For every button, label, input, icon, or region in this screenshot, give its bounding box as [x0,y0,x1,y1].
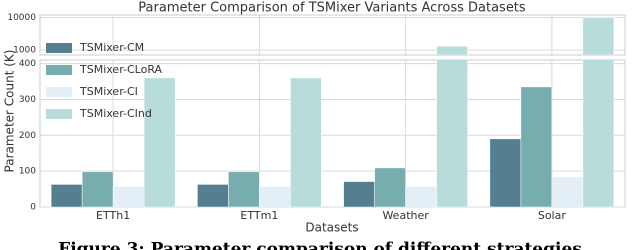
bar [436,46,468,55]
caption: Figure 3: Parameter comparison of differ… [58,240,582,250]
bar [551,176,584,207]
x-axis-label: Datasets [305,221,358,235]
y-axis-label: Parameter Count (K) [3,50,17,173]
x-tick-label: ETTh1 [96,209,130,222]
bar [436,60,468,207]
bar [582,60,615,207]
legend-swatch [46,43,72,53]
bar [81,171,114,207]
y-tick-label: 1000 [13,45,36,55]
bar [259,186,291,207]
bar [374,167,406,207]
legend-label: TSMixer-CLoRA [79,63,163,76]
legend-label: TSMixer-CM [79,41,144,54]
bar [50,184,83,207]
legend-label: TSMixer-CInd [79,107,152,120]
y-tick-label: 100 [19,167,36,177]
bar [489,138,522,207]
y-tick-label: 10000 [7,13,36,23]
upper-panel [39,14,626,56]
legend: TSMixer-CM TSMixer-CLoRA TSMixer-CI TSMixer… [46,41,163,120]
bar [405,186,437,207]
bar [112,186,145,207]
legend-swatch [46,87,72,97]
bar [582,17,615,55]
bar [343,181,375,207]
bar [228,171,260,207]
bar [197,184,229,207]
legend-swatch [46,109,72,119]
y-tick-label: 300 [19,95,36,105]
bar [290,77,322,207]
x-tick-label: Weather [382,209,429,222]
bar [143,77,176,207]
y-tick-label: 200 [19,131,36,141]
x-tick-label: Solar [538,209,567,222]
x-tick-label: ETTm1 [240,209,278,222]
y-tick-label: 400 [19,59,36,69]
y-tick-label: 0 [30,203,36,213]
legend-label: TSMixer-CI [79,85,138,98]
legend-swatch [46,65,72,75]
chart-title: Parameter Comparison of TSMixer Variants… [138,1,526,16]
bar [520,86,553,207]
